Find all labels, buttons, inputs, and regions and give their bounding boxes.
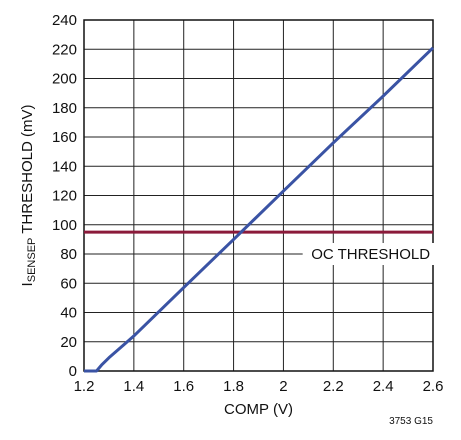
y-tick-label: 40 [60, 305, 77, 322]
y-tick-label: 220 [52, 41, 77, 58]
x-axis-title: COMP (V) [224, 401, 293, 418]
oc-threshold-label: OC THRESHOLD [311, 246, 430, 263]
y-tick-label: 120 [52, 188, 77, 205]
x-tick-label: 2.4 [373, 378, 394, 395]
x-tick-label: 2.2 [323, 378, 344, 395]
x-tick-label: 2 [279, 378, 287, 395]
x-tick-label: 1.6 [173, 378, 194, 395]
y-axis-title-subscript: SENSEP [26, 238, 38, 283]
y-tick-label: 100 [52, 217, 77, 234]
y-tick-label: 200 [52, 71, 77, 88]
y-tick-label: 0 [69, 363, 77, 380]
grid-layer [83, 19, 434, 372]
y-axis-title-main: I [19, 282, 36, 286]
y-tick-label: 60 [60, 275, 77, 292]
y-tick-label: 160 [52, 129, 77, 146]
figure-id: 3753 G15 [389, 416, 433, 427]
y-tick-label: 240 [52, 12, 77, 29]
y-tick-label: 20 [60, 334, 77, 351]
y-tick-label: 180 [52, 100, 77, 117]
x-tick-label: 1.8 [223, 378, 244, 395]
x-tick-label: 1.4 [123, 378, 144, 395]
x-tick-label: 2.6 [423, 378, 444, 395]
plot-frame [83, 19, 434, 372]
y-tick-label: 80 [60, 246, 77, 263]
y-axis-title: ISENSEP THRESHOLD (mV) [19, 105, 38, 287]
y-axis-title-rest: THRESHOLD (mV) [19, 105, 36, 238]
oc-threshold-label-bg [302, 243, 439, 265]
x-tick-label: 1.2 [74, 378, 95, 395]
y-tick-label: 140 [52, 158, 77, 175]
y-tick-labels: 0 20 40 60 80 100 120 140 160 180 200 220 240 [52, 12, 77, 380]
series-line [84, 46, 435, 373]
x-tick-labels: 1.2 1.4 1.6 1.8 2 2.2 2.4 2.6 [74, 378, 444, 395]
